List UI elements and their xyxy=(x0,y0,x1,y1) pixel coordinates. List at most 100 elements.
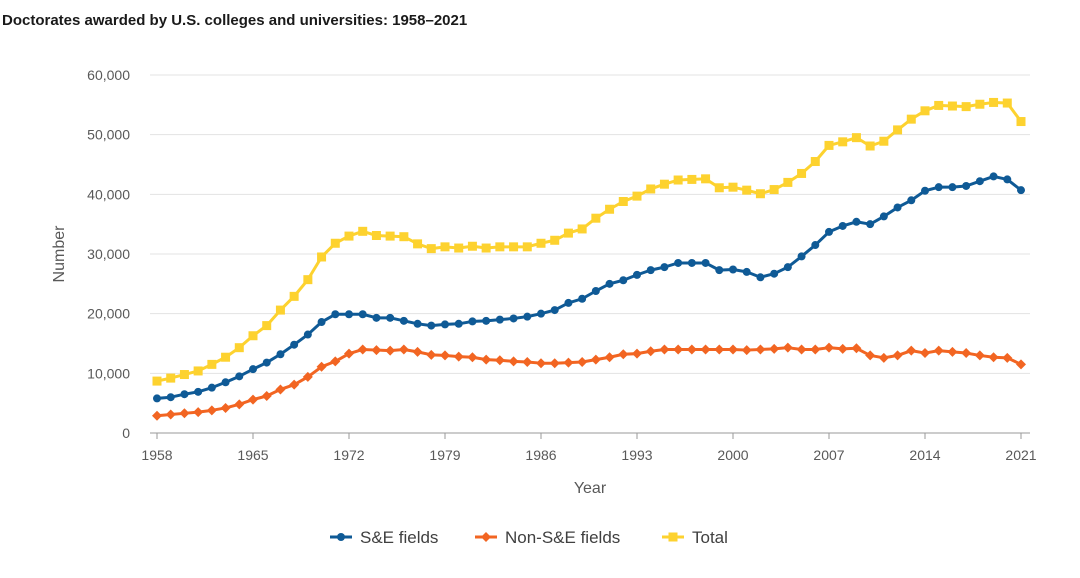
data-point xyxy=(165,409,176,420)
data-point xyxy=(646,266,655,275)
data-point xyxy=(166,393,175,402)
legend-label: Total xyxy=(692,528,728,547)
data-point xyxy=(715,266,724,275)
data-point xyxy=(577,356,588,367)
data-point xyxy=(317,252,327,262)
data-point xyxy=(755,344,766,355)
data-point xyxy=(810,157,820,167)
data-point xyxy=(302,371,313,382)
data-point xyxy=(248,394,258,405)
data-point xyxy=(906,114,916,124)
data-point xyxy=(481,532,491,542)
data-point xyxy=(537,309,545,318)
data-point xyxy=(522,242,532,252)
data-point xyxy=(783,263,792,272)
data-point xyxy=(852,217,861,226)
data-point xyxy=(700,344,711,355)
data-point xyxy=(673,175,683,185)
x-tick-label: 1972 xyxy=(333,447,364,463)
data-point xyxy=(371,345,382,356)
data-point xyxy=(262,321,272,331)
data-point xyxy=(234,343,244,353)
data-point xyxy=(290,340,299,349)
data-point xyxy=(317,318,326,327)
data-point xyxy=(248,331,258,341)
series-group xyxy=(152,97,1026,421)
data-point xyxy=(536,358,546,369)
data-point xyxy=(851,133,861,143)
data-point xyxy=(714,344,725,355)
y-tick-label: 30,000 xyxy=(87,246,130,262)
data-point xyxy=(837,343,848,354)
data-point xyxy=(865,350,876,361)
data-point xyxy=(1002,352,1013,363)
data-point xyxy=(316,361,327,372)
data-point xyxy=(810,344,821,355)
data-point xyxy=(797,168,807,178)
data-point xyxy=(481,243,491,253)
data-point xyxy=(907,196,916,205)
data-point xyxy=(262,358,271,367)
data-point xyxy=(194,387,203,396)
data-point xyxy=(591,213,601,223)
data-point xyxy=(947,101,957,111)
data-point xyxy=(618,196,628,206)
data-point xyxy=(605,279,614,288)
data-point xyxy=(412,346,423,357)
data-point xyxy=(591,286,600,295)
data-point xyxy=(522,356,533,367)
data-point xyxy=(879,136,889,146)
data-point xyxy=(674,258,683,267)
data-point xyxy=(550,306,559,315)
data-point xyxy=(372,313,381,322)
data-point xyxy=(179,370,189,380)
x-tick-label: 1958 xyxy=(141,447,172,463)
data-point xyxy=(331,310,340,319)
data-point xyxy=(782,342,793,353)
data-point xyxy=(824,140,834,150)
data-point xyxy=(441,320,449,329)
data-point xyxy=(729,265,737,274)
data-point xyxy=(398,344,409,355)
gridlines xyxy=(150,74,1030,434)
data-point xyxy=(385,345,396,356)
data-point xyxy=(330,356,341,367)
data-point xyxy=(604,352,615,363)
x-tick-label: 1993 xyxy=(621,447,652,463)
data-point xyxy=(207,383,216,392)
x-tick-label: 1979 xyxy=(429,447,460,463)
series-line xyxy=(156,174,1022,400)
data-point xyxy=(962,181,971,190)
data-point xyxy=(152,376,162,386)
data-point xyxy=(303,330,312,339)
data-point xyxy=(879,212,888,221)
data-point xyxy=(783,177,793,187)
x-axis-title: Year xyxy=(574,480,607,497)
data-point xyxy=(989,97,999,107)
data-point xyxy=(152,410,162,421)
data-point xyxy=(825,227,833,236)
data-point xyxy=(577,224,587,234)
data-point xyxy=(838,137,848,147)
data-point xyxy=(686,344,697,355)
data-point xyxy=(453,351,464,362)
data-point xyxy=(728,182,738,192)
data-point xyxy=(948,183,957,192)
data-point xyxy=(495,242,505,252)
series-non-s-e-fields xyxy=(152,342,1026,421)
legend-item: Total xyxy=(662,528,728,547)
data-point xyxy=(742,267,751,276)
data-point xyxy=(275,384,286,395)
data-point xyxy=(193,366,203,376)
data-point xyxy=(454,243,464,253)
data-point xyxy=(220,402,231,413)
data-point xyxy=(249,365,257,374)
data-point xyxy=(824,342,834,353)
data-point xyxy=(866,220,875,229)
x-tick-label: 1986 xyxy=(525,447,556,463)
data-point xyxy=(289,379,300,390)
data-point xyxy=(550,235,560,245)
legend: S&E fields Non-S&E fields Total xyxy=(330,528,728,547)
data-point xyxy=(1002,98,1012,108)
data-point xyxy=(632,348,642,359)
